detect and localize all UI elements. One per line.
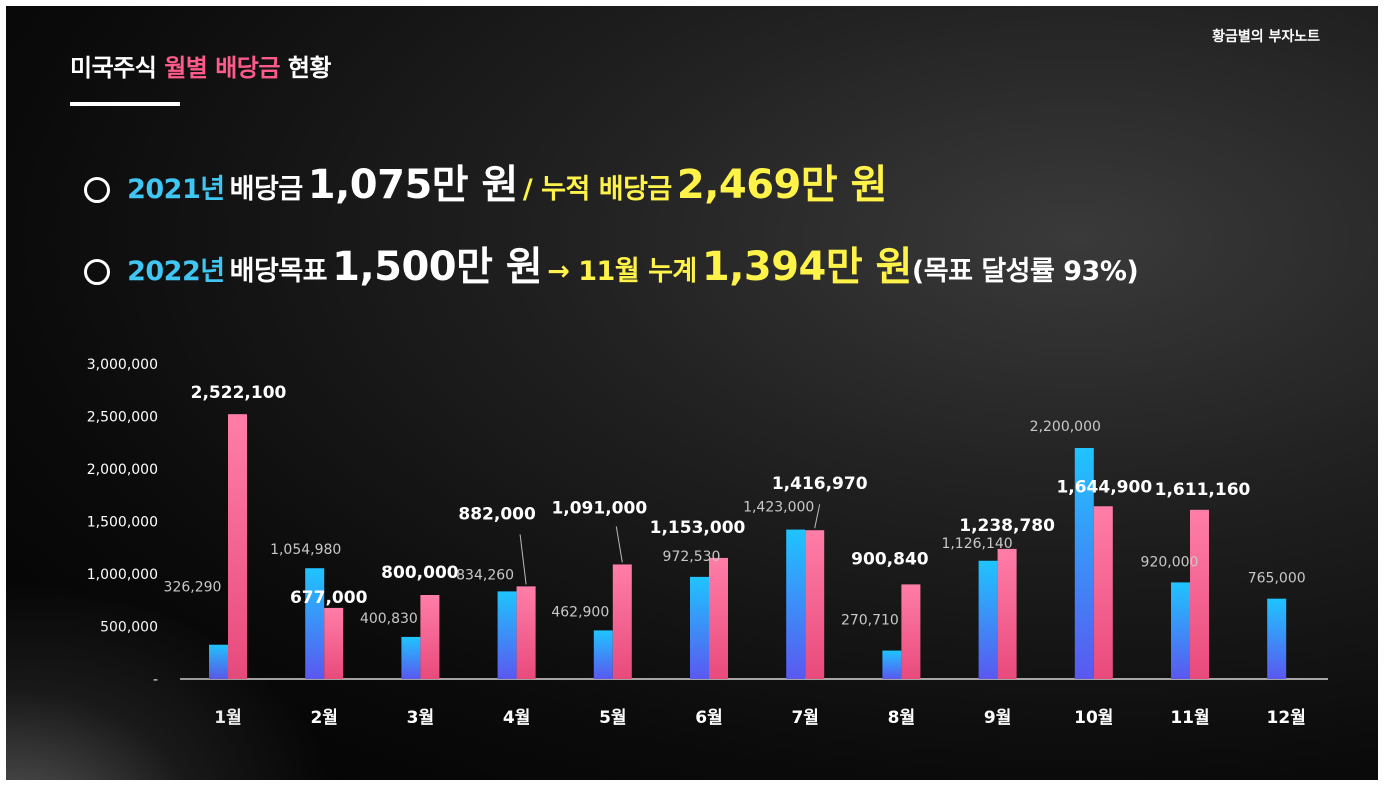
data-label-2021: 400,830 — [360, 611, 418, 627]
arrow-text-2022: → 11월 누계 — [547, 256, 697, 287]
summary-line-2021: 2021년 배당금 1,075만 원 / 누적 배당금 2,469만 원 — [84, 152, 887, 210]
page-title: 미국주식 월별 배당금 현황 — [70, 48, 331, 83]
bar-2021 — [209, 644, 228, 679]
bar-2022 — [997, 548, 1017, 679]
bar-2021 — [1267, 598, 1287, 679]
bar-2022 — [516, 586, 536, 679]
cumulative-2022: 1,394만 원 — [701, 244, 913, 290]
bar-2021 — [305, 568, 325, 679]
x-tick-label: 8월 — [888, 708, 915, 728]
y-tick-label: 2,000,000 — [87, 462, 158, 478]
summary-line-2022: 2022년 배당목표 1,500만 원 → 11월 누계 1,394만 원(목표… — [84, 234, 1139, 292]
x-tick-label: 10월 — [1074, 708, 1113, 728]
data-label-2022: 800,000 — [381, 563, 459, 583]
data-label-2022: 882,000 — [458, 504, 536, 524]
data-label-2022: 1,611,160 — [1155, 480, 1251, 500]
data-label-2022: 1,091,000 — [551, 498, 647, 518]
bar-2022 — [228, 414, 247, 679]
data-label-2021: 462,900 — [551, 604, 609, 620]
bar-2021 — [786, 529, 806, 679]
y-tick-label: 500,000 — [100, 620, 158, 636]
x-tick-label: 2월 — [310, 708, 337, 728]
label-2021: 배당금 — [229, 174, 304, 205]
bar-2021 — [978, 560, 998, 679]
bar-2022 — [1093, 506, 1113, 679]
x-tick-label: 3월 — [407, 708, 434, 728]
label-leader-line — [519, 534, 527, 585]
x-tick-label: 7월 — [791, 708, 818, 728]
title-part2: 월별 배당금 — [164, 54, 280, 82]
title-underline — [70, 102, 180, 106]
x-tick-label: 9월 — [984, 708, 1011, 728]
data-label-2021: 1,054,980 — [270, 542, 341, 558]
circle-bullet-icon — [84, 258, 110, 285]
bar-2022 — [805, 530, 825, 679]
y-tick-label: 2,500,000 — [87, 410, 158, 426]
title-part3: 현황 — [287, 54, 332, 82]
data-label-2021: 1,423,000 — [743, 500, 814, 516]
amount-2021: 1,075만 원 — [307, 162, 519, 208]
credit-text: 황금별의 부자노트 — [1212, 29, 1320, 45]
data-label-2021: 765,000 — [1248, 571, 1306, 587]
y-tick-label: 1,000,000 — [87, 567, 158, 583]
x-tick-label: 11월 — [1170, 708, 1209, 728]
bar-2022 — [1190, 509, 1209, 679]
data-label-2022: 1,416,970 — [772, 474, 868, 494]
label-2022: 배당목표 — [229, 256, 328, 287]
bar-2021 — [690, 576, 709, 679]
data-label-2022: 2,522,100 — [191, 383, 287, 403]
year-2021: 2021년 — [127, 174, 225, 205]
data-label-2021: 2,200,000 — [1030, 419, 1101, 435]
x-tick-label: 4월 — [503, 708, 530, 728]
data-label-2022: 1,238,780 — [959, 516, 1055, 536]
amount-2022: 1,500만 원 — [332, 244, 543, 290]
bar-2022 — [709, 557, 728, 679]
x-tick-label: 5월 — [599, 708, 626, 728]
label-leader-line — [615, 526, 623, 563]
bar-2022 — [420, 595, 440, 679]
data-label-2022: 1,153,000 — [650, 518, 746, 538]
achievement-rate: (목표 달성률 93%) — [911, 256, 1139, 287]
circle-bullet-icon — [84, 176, 110, 203]
bar-2022 — [901, 584, 921, 679]
bar-2021 — [593, 630, 613, 679]
y-tick-label: - — [153, 672, 158, 688]
bar-2021 — [882, 650, 902, 679]
bar-2022 — [612, 564, 632, 679]
bar-2021 — [497, 591, 517, 679]
bar-2022 — [324, 607, 344, 679]
year-2022: 2022년 — [127, 256, 225, 287]
slide: 미국주식 월별 배당금 현황 황금별의 부자노트 2021년 배당금 1,075… — [6, 6, 1378, 780]
data-label-2021: 972,530 — [663, 549, 721, 565]
bar-2021 — [401, 636, 421, 679]
data-label-2022: 1,644,900 — [1056, 477, 1152, 497]
y-tick-label: 1,500,000 — [87, 515, 158, 531]
data-label-2021: 1,126,140 — [941, 536, 1012, 552]
cumulative-2021: 2,469만 원 — [676, 162, 888, 208]
x-tick-label: 6월 — [695, 708, 722, 728]
x-tick-label: 12월 — [1267, 708, 1306, 728]
data-label-2022: 900,840 — [851, 549, 929, 569]
bar-2021 — [1171, 582, 1190, 679]
separator-2021: / 누적 배당금 — [522, 174, 672, 205]
bar-2021 — [1074, 448, 1094, 679]
data-label-2021: 834,260 — [456, 567, 514, 583]
label-leader-line — [814, 504, 821, 529]
data-label-2021: 326,290 — [164, 580, 222, 596]
data-label-2021: 270,710 — [841, 613, 899, 629]
title-part1: 미국주식 — [70, 54, 157, 82]
x-tick-label: 1월 — [214, 708, 241, 728]
y-tick-label: 3,000,000 — [87, 357, 158, 373]
data-label-2022: 677,000 — [290, 588, 368, 608]
bar-chart: - 500,000 1,000,000 1,500,000 2,000,000 2,500… — [87, 357, 1328, 728]
data-label-2021: 920,000 — [1141, 554, 1199, 570]
